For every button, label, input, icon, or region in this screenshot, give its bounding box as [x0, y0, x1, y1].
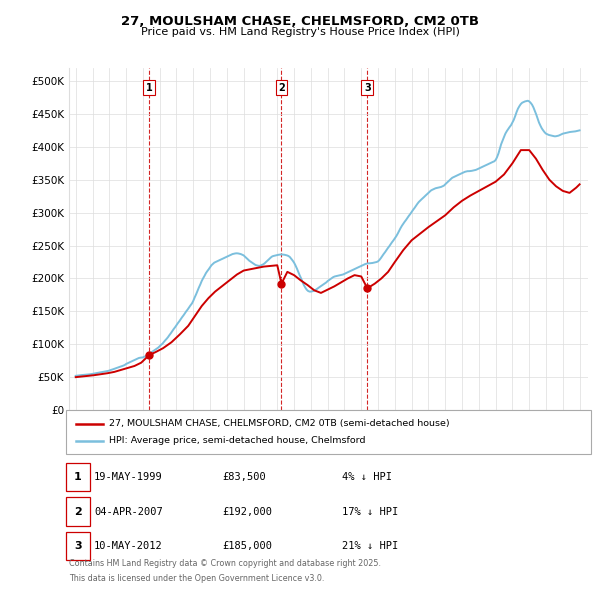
Text: 2: 2	[278, 83, 285, 93]
Text: 4% ↓ HPI: 4% ↓ HPI	[342, 473, 392, 482]
Text: 2: 2	[74, 507, 82, 516]
Text: 10-MAY-2012: 10-MAY-2012	[94, 541, 163, 550]
Text: 1: 1	[146, 83, 152, 93]
Text: 3: 3	[364, 83, 371, 93]
Text: 27, MOULSHAM CHASE, CHELMSFORD, CM2 0TB: 27, MOULSHAM CHASE, CHELMSFORD, CM2 0TB	[121, 15, 479, 28]
Text: 3: 3	[74, 541, 82, 550]
Text: 19-MAY-1999: 19-MAY-1999	[94, 473, 163, 482]
Text: 21% ↓ HPI: 21% ↓ HPI	[342, 541, 398, 550]
Text: 27, MOULSHAM CHASE, CHELMSFORD, CM2 0TB (semi-detached house): 27, MOULSHAM CHASE, CHELMSFORD, CM2 0TB …	[109, 419, 450, 428]
Text: 04-APR-2007: 04-APR-2007	[94, 507, 163, 516]
Text: Contains HM Land Registry data © Crown copyright and database right 2025.: Contains HM Land Registry data © Crown c…	[69, 559, 381, 568]
Text: 1: 1	[74, 473, 82, 482]
Text: £83,500: £83,500	[222, 473, 266, 482]
Text: Price paid vs. HM Land Registry's House Price Index (HPI): Price paid vs. HM Land Registry's House …	[140, 27, 460, 37]
Text: HPI: Average price, semi-detached house, Chelmsford: HPI: Average price, semi-detached house,…	[109, 436, 366, 445]
Text: This data is licensed under the Open Government Licence v3.0.: This data is licensed under the Open Gov…	[69, 573, 325, 582]
Text: £185,000: £185,000	[222, 541, 272, 550]
Text: 17% ↓ HPI: 17% ↓ HPI	[342, 507, 398, 516]
Text: £192,000: £192,000	[222, 507, 272, 516]
